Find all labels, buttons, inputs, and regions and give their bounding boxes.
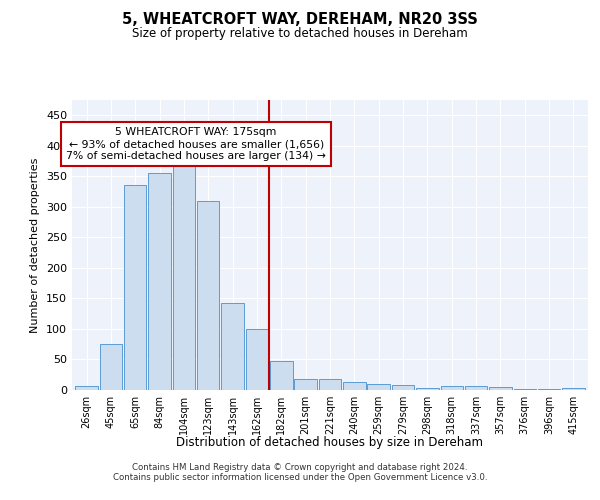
Bar xyxy=(76,386,98,390)
Text: Distribution of detached houses by size in Dereham: Distribution of detached houses by size … xyxy=(176,436,484,449)
Bar xyxy=(221,302,244,390)
Bar xyxy=(392,384,414,390)
Bar xyxy=(465,386,487,390)
Bar xyxy=(319,379,341,390)
Bar xyxy=(173,166,195,390)
Bar xyxy=(416,388,439,390)
Bar xyxy=(562,388,584,390)
Bar xyxy=(270,362,293,390)
Bar xyxy=(295,379,317,390)
Bar xyxy=(489,387,512,390)
Bar xyxy=(440,386,463,390)
Bar xyxy=(124,186,146,390)
Bar xyxy=(197,200,220,390)
Bar xyxy=(343,382,365,390)
Bar xyxy=(246,329,268,390)
Text: 5 WHEATCROFT WAY: 175sqm
← 93% of detached houses are smaller (1,656)
7% of semi: 5 WHEATCROFT WAY: 175sqm ← 93% of detach… xyxy=(66,128,326,160)
Bar xyxy=(100,344,122,390)
Text: Size of property relative to detached houses in Dereham: Size of property relative to detached ho… xyxy=(132,28,468,40)
Text: Contains public sector information licensed under the Open Government Licence v3: Contains public sector information licen… xyxy=(113,474,487,482)
Bar xyxy=(367,384,390,390)
Text: Contains HM Land Registry data © Crown copyright and database right 2024.: Contains HM Land Registry data © Crown c… xyxy=(132,464,468,472)
Text: 5, WHEATCROFT WAY, DEREHAM, NR20 3SS: 5, WHEATCROFT WAY, DEREHAM, NR20 3SS xyxy=(122,12,478,28)
Y-axis label: Number of detached properties: Number of detached properties xyxy=(31,158,40,332)
Bar xyxy=(148,174,171,390)
